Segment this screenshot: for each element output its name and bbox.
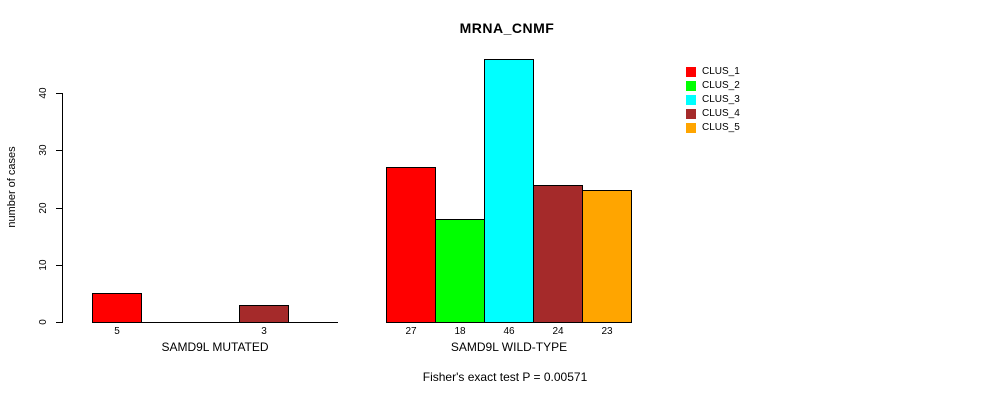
group-label-samd9l-mutated: SAMD9L MUTATED bbox=[161, 340, 269, 354]
legend-row: CLUS_5 bbox=[686, 121, 740, 135]
bar-clus-3-samd9l-wild-type bbox=[484, 59, 534, 323]
bar-value-label: 46 bbox=[503, 326, 515, 337]
legend: CLUS_1 CLUS_2 CLUS_3 CLUS_4 CLUS_5 bbox=[686, 65, 740, 135]
bar-value-label: 23 bbox=[601, 326, 613, 337]
legend-swatch-clus-3 bbox=[686, 95, 696, 105]
annotation-text: Fisher's exact test P = 0.00571 bbox=[422, 370, 588, 384]
bar-clus-1-samd9l-wild-type bbox=[386, 167, 436, 323]
legend-label: CLUS_1 bbox=[702, 66, 740, 77]
legend-row: CLUS_4 bbox=[686, 107, 740, 121]
bar-value-label: 18 bbox=[454, 326, 466, 337]
y-axis-tick bbox=[56, 322, 62, 323]
y-tick-label: 0 bbox=[38, 319, 49, 325]
y-axis-title: number of cases bbox=[6, 146, 18, 228]
bar-value-label: 5 bbox=[114, 326, 120, 337]
y-axis-tick bbox=[56, 208, 62, 209]
bar-clus-5-samd9l-wild-type bbox=[582, 190, 632, 323]
y-axis-line bbox=[62, 93, 63, 323]
y-tick-label: 30 bbox=[38, 144, 49, 156]
legend-swatch-clus-2 bbox=[686, 81, 696, 91]
legend-label: CLUS_5 bbox=[702, 122, 740, 133]
legend-row: CLUS_2 bbox=[686, 79, 740, 93]
legend-label: CLUS_4 bbox=[702, 108, 740, 119]
y-tick-label: 40 bbox=[38, 87, 49, 99]
legend-swatch-clus-4 bbox=[686, 109, 696, 119]
y-axis-tick bbox=[56, 150, 62, 151]
legend-swatch-clus-5 bbox=[686, 123, 696, 133]
y-tick-label: 20 bbox=[38, 202, 49, 214]
bar-clus-2-samd9l-wild-type bbox=[435, 219, 485, 323]
bar-value-label: 3 bbox=[261, 326, 267, 337]
bar-clus-4-samd9l-mutated bbox=[239, 305, 289, 323]
y-axis-tick bbox=[56, 93, 62, 94]
y-axis-tick bbox=[56, 265, 62, 266]
bar-clus-1-samd9l-mutated bbox=[92, 293, 142, 323]
legend-label: CLUS_3 bbox=[702, 94, 740, 105]
group-baseline bbox=[92, 322, 338, 323]
y-tick-label: 10 bbox=[38, 259, 49, 271]
chart-title: MRNA_CNMF bbox=[459, 20, 555, 36]
group-label-samd9l-wild-type: SAMD9L WILD-TYPE bbox=[450, 340, 568, 354]
legend-label: CLUS_2 bbox=[702, 80, 740, 91]
bar-value-label: 27 bbox=[405, 326, 417, 337]
legend-row: CLUS_3 bbox=[686, 93, 740, 107]
legend-row: CLUS_1 bbox=[686, 65, 740, 79]
legend-swatch-clus-1 bbox=[686, 67, 696, 77]
bar-clus-4-samd9l-wild-type bbox=[533, 185, 583, 323]
bar-value-label: 24 bbox=[552, 326, 564, 337]
